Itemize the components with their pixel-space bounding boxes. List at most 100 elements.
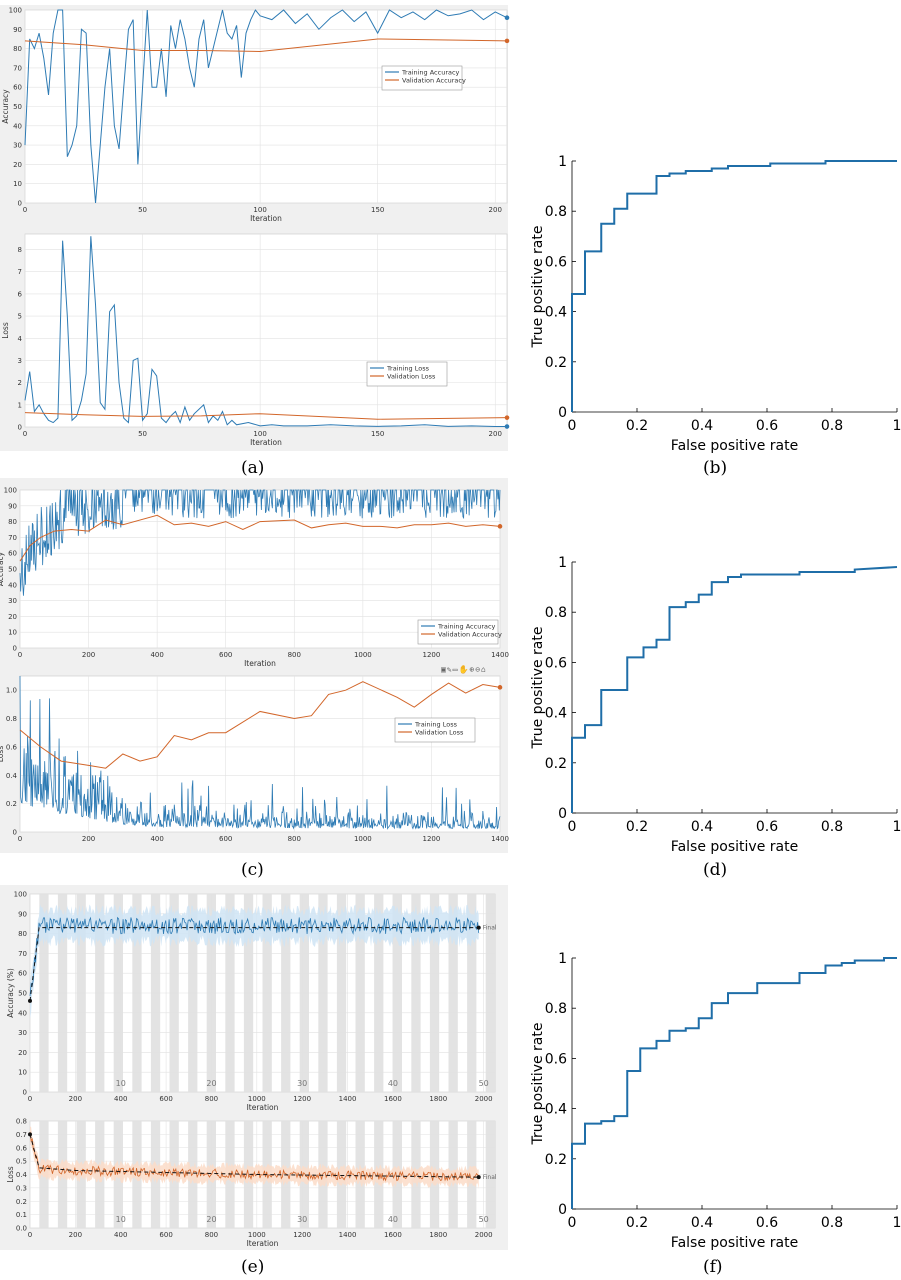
e-loss-xtick-label: 400 <box>114 1231 127 1239</box>
a-loss-xtick-label: 50 <box>138 430 147 438</box>
f-roc-xtick-label: 0.8 <box>821 1215 843 1231</box>
c-acc-ytick-label: 70 <box>8 534 17 542</box>
e-acc-ytick-label: 40 <box>18 1009 27 1017</box>
a-loss-ytick-label: 4 <box>18 335 23 343</box>
c-loss-series-validation-loss-final-point <box>497 685 503 690</box>
a-loss-plot-area <box>24 233 508 428</box>
e-loss-xtick-label: 1200 <box>293 1231 311 1239</box>
e-loss-xtick-label: 1800 <box>429 1231 447 1239</box>
c-acc-ytick-label: 10 <box>8 629 17 637</box>
c-acc-xtick-label: 200 <box>82 651 95 659</box>
d-roc-xtick-label: 0.2 <box>626 819 648 835</box>
e-loss-series-1 <box>29 1134 479 1178</box>
c-acc-ytick-label: 60 <box>8 550 17 558</box>
c-acc-ytick-label: 90 <box>8 502 17 510</box>
f-roc-ytick-label: 0 <box>558 1202 567 1218</box>
e-loss-ytick-label: 0.2 <box>16 1198 27 1206</box>
a-loss-ytick-label: 0 <box>18 424 22 432</box>
a-loss-ytick-label: 5 <box>18 313 22 321</box>
chart-toolbar[interactable]: ▣✎▭✋⊕⊖⌂ <box>441 665 487 674</box>
a-loss-xtick-label: 200 <box>489 430 502 438</box>
c-acc-xtick-label: 1000 <box>354 651 372 659</box>
e-acc-xtick-label: 600 <box>159 1095 172 1103</box>
c-loss-xtick-label: 400 <box>150 835 163 843</box>
c-acc-series-training-accuracy <box>19 489 501 596</box>
b-roc-ytick-label: 1 <box>558 154 567 170</box>
c-loss-plot-area <box>19 675 501 833</box>
e-acc-xtick-label: 400 <box>114 1095 127 1103</box>
c-acc-ytick-label: 20 <box>8 613 17 621</box>
f-roc-ytick-label: 0.4 <box>545 1102 567 1118</box>
d-roc-series-0 <box>571 566 898 813</box>
e-acc-xtick-label: 800 <box>205 1095 218 1103</box>
c-acc-series-validation-accuracy-final-point <box>497 524 503 529</box>
caption-d: (d) <box>703 860 728 880</box>
a-loss-ylabel: Loss <box>1 322 10 339</box>
e-acc-xlabel: Iteration <box>247 1103 279 1112</box>
e-loss-ytick-label: 0.7 <box>16 1131 27 1139</box>
d-roc-ylabel: True positive rate <box>530 627 546 750</box>
e-loss-series-1-start-point <box>28 1132 32 1137</box>
b-roc-series-0 <box>571 160 897 412</box>
a-acc-ytick-label: 20 <box>13 161 22 169</box>
a-loss-xlabel: Iteration <box>250 438 282 447</box>
b-roc-xtick-label: 0.2 <box>626 418 648 434</box>
d-roc-ytick-label: 0.4 <box>545 706 567 722</box>
b-roc-ylabel: True positive rate <box>530 226 546 349</box>
c-loss-xtick-label: 600 <box>219 835 232 843</box>
a-acc-xtick-label: 100 <box>253 206 266 214</box>
a-acc-legend-label: Validation Accuracy <box>402 76 466 84</box>
d-roc-ytick-label: 0.2 <box>545 756 567 772</box>
a-acc-ytick-label: 30 <box>13 142 22 150</box>
a-acc-ylabel: Accuracy <box>1 89 10 124</box>
a-acc-series-validation-accuracy <box>24 38 508 52</box>
a-acc-xtick-label: 50 <box>138 206 147 214</box>
e-acc-ytick-label: 100 <box>14 891 27 899</box>
b-roc-xtick-label: 0 <box>568 418 577 434</box>
d-roc-xtick-label: 0.4 <box>691 819 713 835</box>
e-loss-xtick-label: 200 <box>69 1231 82 1239</box>
c-acc-xtick-label: 400 <box>150 651 163 659</box>
e-loss-ylabel: Loss <box>6 1166 15 1183</box>
a-acc-xtick-label: 150 <box>371 206 384 214</box>
e-loss-ytick-label: 0.3 <box>16 1184 27 1192</box>
d-roc-xtick-label: 0.6 <box>756 819 778 835</box>
a-acc-ytick-label: 90 <box>13 26 22 34</box>
e-loss-series-0 <box>29 1131 479 1182</box>
c-acc-xtick-label: 1200 <box>423 651 441 659</box>
c-loss-xtick-label: 0 <box>18 835 22 843</box>
a-loss-series-training-loss <box>24 236 507 428</box>
e-loss-xlabel: Iteration <box>247 1239 279 1248</box>
e-acc-series-1 <box>29 927 479 1001</box>
c-acc-ytick-label: 100 <box>4 487 17 495</box>
a-acc-ytick-label: 80 <box>13 45 22 53</box>
a-loss-ytick-label: 3 <box>18 357 22 365</box>
c-loss-series-training-loss <box>19 675 501 830</box>
e-acc-ylabel: Accuracy (%) <box>6 968 15 1018</box>
c-loss-ytick-label: 0.6 <box>6 743 18 751</box>
caption-f: (f) <box>703 1257 723 1277</box>
e-loss-epoch-label: 10 <box>116 1215 126 1224</box>
a-acc-series-validation-accuracy-final-point <box>504 38 510 44</box>
b-roc-xlabel: False positive rate <box>671 438 798 454</box>
caption-e: (e) <box>241 1257 265 1277</box>
e-loss-xtick-label: 1000 <box>248 1231 266 1239</box>
a-loss-series-validation-loss <box>24 412 508 420</box>
f-roc-series-0 <box>571 957 897 1209</box>
a-acc-xtick-label: 0 <box>23 206 27 214</box>
b-roc-xtick-label: 0.4 <box>691 418 713 434</box>
c-acc-ytick-label: 40 <box>8 581 17 589</box>
a-acc-ytick-label: 40 <box>13 122 22 130</box>
a-acc-legend <box>381 65 463 91</box>
a-acc-ytick-label: 70 <box>13 64 22 72</box>
c-loss-legend <box>394 717 476 743</box>
e-loss-epoch-label: 20 <box>206 1215 216 1224</box>
caption-c: (c) <box>241 860 264 880</box>
a-acc-series-training-accuracy-final-point <box>504 15 510 21</box>
d-roc-ytick-label: 0.8 <box>545 605 567 621</box>
c-acc-xtick-label: 0 <box>18 651 22 659</box>
c-acc-ytick-label: 80 <box>8 518 17 526</box>
e-acc-series-1-final-point <box>476 925 481 930</box>
e-acc-final-label: Final <box>483 925 497 932</box>
c-acc-xtick-label: 600 <box>219 651 232 659</box>
